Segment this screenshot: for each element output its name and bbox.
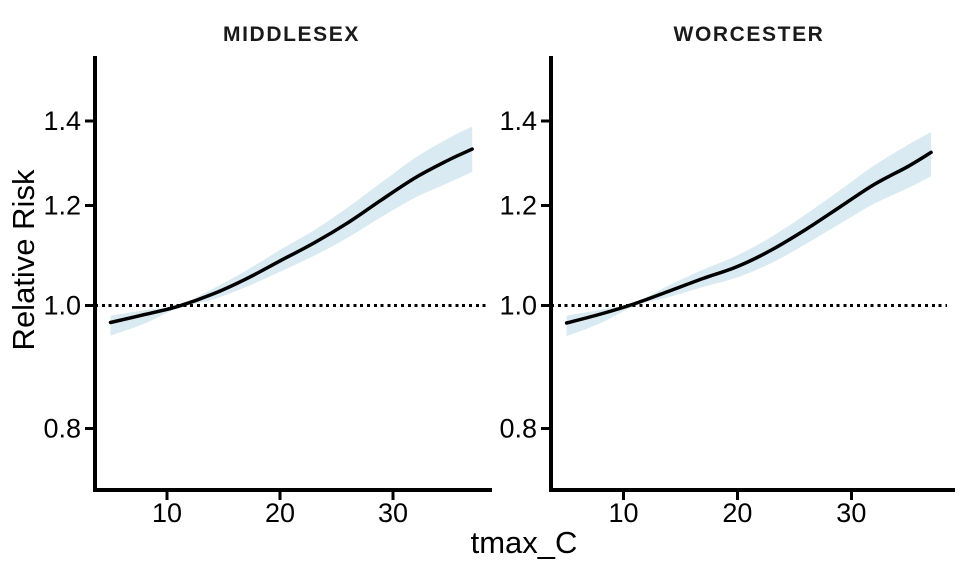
x-tick-label: 20 [722,498,752,528]
axes [85,56,492,500]
x-axis-title: tmax_C [470,525,578,560]
y-tick-label: 1.0 [499,291,537,321]
x-tick-label: 30 [378,498,408,528]
confidence-band [566,132,932,337]
y-tick-label: 0.8 [43,413,81,443]
y-tick-label: 1.2 [43,191,81,221]
x-tick-label: 30 [836,498,866,528]
panel-worcester: 10 20 30 0.8 1.0 1.2 1.4 [499,56,955,528]
panel-title-worcester: WORCESTER [673,23,825,46]
y-tick-label: 1.0 [43,291,81,321]
y-tick-label: 0.8 [499,413,537,443]
y-tick-label: 1.2 [499,191,537,221]
y-axis-title: Relative Risk [6,169,41,351]
y-tick-label: 1.4 [43,106,81,136]
x-tick-label: 10 [609,498,639,528]
axes [541,56,955,500]
risk-curve [108,147,474,325]
y-tick-label: 1.4 [499,106,537,136]
x-tick-label: 20 [265,498,295,528]
risk-curve [564,150,933,325]
panel-middlesex: 10 20 30 0.8 1.0 1.2 1.4 [43,56,492,528]
panel-title-middlesex: MIDDLESEX [223,23,360,46]
x-tick-label: 10 [152,498,182,528]
